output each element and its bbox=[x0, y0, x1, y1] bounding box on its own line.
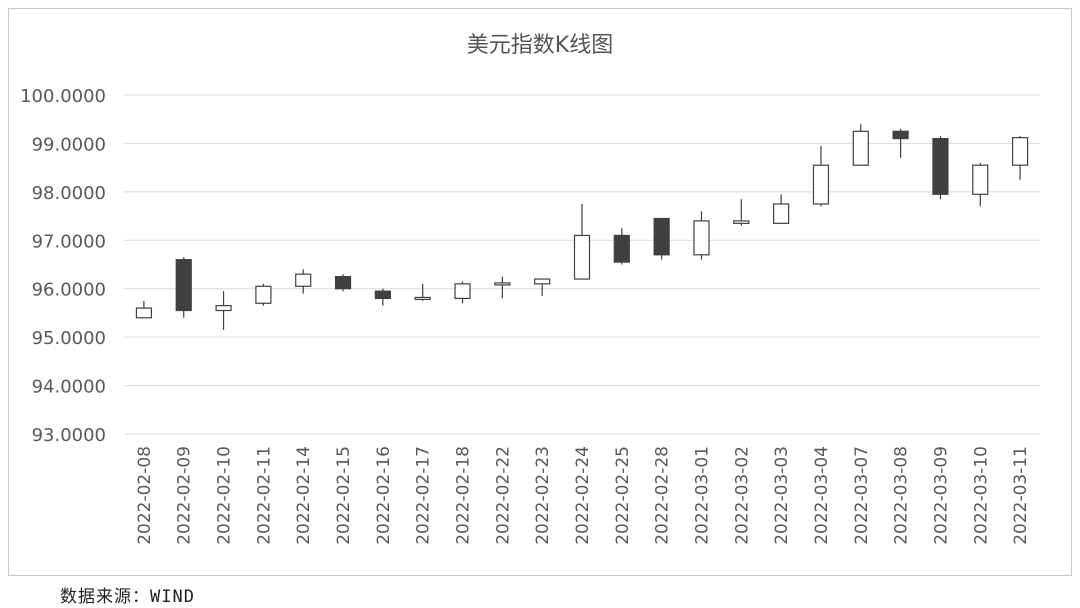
candle bbox=[573, 203, 591, 280]
x-tick-label: 2022-03-02 bbox=[732, 446, 752, 545]
candle-body bbox=[852, 130, 869, 166]
candle bbox=[295, 269, 312, 294]
x-tick-label: 2022-02-17 bbox=[414, 446, 434, 545]
y-tick-label: 98.0000 bbox=[32, 183, 106, 204]
grid-lines bbox=[124, 94, 1040, 435]
x-tick-label: 2022-03-10 bbox=[971, 446, 991, 545]
x-tick-label: 2022-02-18 bbox=[454, 446, 474, 545]
candle bbox=[374, 288, 391, 306]
x-tick-label: 2022-03-04 bbox=[812, 446, 832, 545]
candle bbox=[773, 194, 790, 224]
candle bbox=[534, 278, 551, 296]
candle bbox=[653, 217, 670, 260]
x-tick-label: 2022-02-25 bbox=[613, 446, 633, 545]
x-tick-label: 2022-03-08 bbox=[892, 446, 912, 545]
candle-body bbox=[295, 273, 312, 287]
candle bbox=[693, 211, 710, 260]
candle-body bbox=[892, 130, 909, 140]
candle bbox=[215, 291, 232, 330]
candle-body bbox=[334, 276, 352, 290]
candles bbox=[135, 124, 1029, 330]
x-tick-label: 2022-02-09 bbox=[175, 446, 195, 545]
x-tick-label: 2022-02-28 bbox=[653, 446, 673, 545]
x-tick-label: 2022-03-01 bbox=[692, 446, 712, 545]
candle bbox=[852, 124, 869, 166]
x-tick-label: 2022-03-07 bbox=[852, 446, 872, 545]
candle bbox=[454, 281, 471, 304]
x-tick-label: 2022-02-22 bbox=[493, 446, 513, 545]
candle-body bbox=[733, 220, 750, 224]
candle bbox=[414, 283, 431, 301]
y-tick-label: 96.0000 bbox=[32, 280, 106, 301]
y-tick-label: 94.0000 bbox=[32, 377, 106, 398]
candle bbox=[494, 276, 511, 299]
y-tick-label: 100.0000 bbox=[20, 86, 106, 107]
y-tick-label: 93.0000 bbox=[32, 425, 106, 446]
candle-body bbox=[374, 290, 391, 299]
candle-body bbox=[494, 282, 511, 286]
candle-body bbox=[653, 217, 670, 256]
x-tick-label: 2022-02-23 bbox=[533, 446, 553, 545]
candle-body bbox=[972, 164, 989, 195]
candle-body bbox=[175, 259, 192, 312]
x-axis-ticks: 2022-02-08 2022-02-09 2022-02-10 2022-02-11… bbox=[135, 446, 1031, 545]
candle bbox=[255, 283, 272, 306]
x-tick-label: 2022-02-10 bbox=[215, 446, 235, 545]
candle bbox=[613, 228, 630, 265]
candle bbox=[932, 136, 949, 200]
x-tick-label: 2022-02-24 bbox=[573, 446, 593, 545]
candle bbox=[135, 300, 153, 319]
candle-body bbox=[773, 203, 790, 224]
x-tick-label: 2022-02-11 bbox=[254, 446, 274, 545]
candle-body bbox=[534, 278, 551, 285]
x-tick-label: 2022-02-15 bbox=[334, 446, 354, 545]
candle-body bbox=[255, 285, 272, 304]
candle bbox=[972, 162, 989, 207]
candle-body bbox=[932, 137, 949, 195]
candle-body bbox=[613, 234, 630, 263]
candle bbox=[1011, 136, 1029, 180]
chart-title: 美元指数K线图 bbox=[467, 33, 613, 58]
candle-body bbox=[573, 234, 591, 280]
y-tick-label: 99.0000 bbox=[32, 134, 106, 155]
y-tick-label: 97.0000 bbox=[32, 231, 106, 252]
y-tick-label: 95.0000 bbox=[32, 328, 106, 349]
source-note: 数据来源：WIND bbox=[60, 587, 195, 607]
candle-body bbox=[215, 305, 232, 312]
candle bbox=[812, 145, 830, 207]
candle bbox=[175, 257, 192, 318]
candle-body bbox=[414, 296, 431, 301]
y-axis-ticks: 100.0000 99.0000 98.0000 97.0000 96.0000 95.0… bbox=[20, 86, 106, 446]
x-tick-label: 2022-03-11 bbox=[1011, 446, 1031, 545]
x-tick-label: 2022-03-09 bbox=[931, 446, 951, 545]
x-tick-label: 2022-03-03 bbox=[772, 446, 792, 545]
candle-body bbox=[1011, 137, 1029, 166]
candle bbox=[733, 199, 750, 226]
candle-body bbox=[812, 164, 830, 205]
x-tick-label: 2022-02-08 bbox=[135, 446, 155, 545]
candle-body bbox=[135, 307, 153, 319]
candle bbox=[334, 274, 352, 292]
x-tick-label: 2022-02-16 bbox=[374, 446, 394, 545]
candle-body bbox=[693, 220, 710, 256]
candle bbox=[892, 128, 909, 158]
candle-body bbox=[454, 283, 471, 300]
x-tick-label: 2022-02-14 bbox=[294, 446, 314, 545]
